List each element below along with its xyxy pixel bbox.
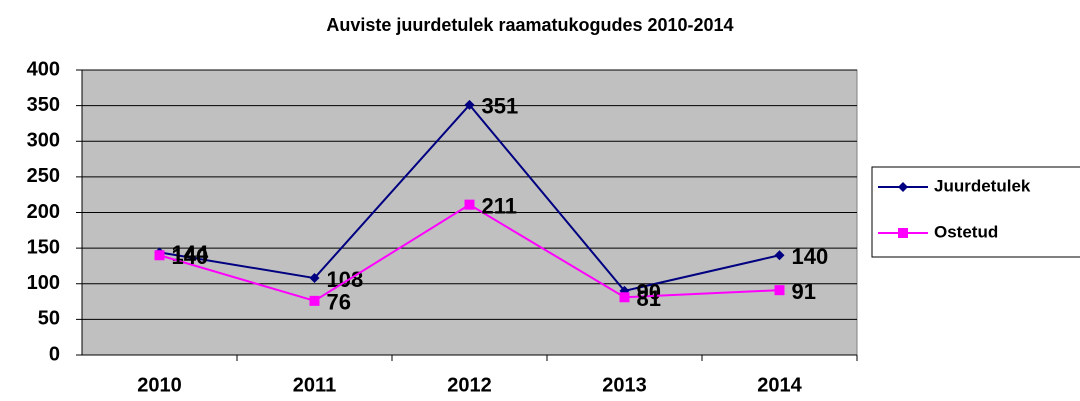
x-tick-label: 2011 (293, 374, 336, 396)
marker (154, 250, 165, 261)
y-tick-label: 350 (27, 94, 60, 116)
marker (774, 250, 785, 261)
legend-marker (898, 182, 908, 192)
y-tick-label: 200 (27, 201, 60, 223)
data-label: 144 (172, 241, 209, 266)
y-tick-label: 150 (27, 236, 60, 258)
marker (619, 292, 630, 303)
x-tick-label: 2014 (757, 374, 802, 396)
y-tick-label: 300 (27, 130, 60, 152)
marker (464, 99, 475, 110)
y-tick-label: 250 (27, 165, 60, 187)
legend-marker (898, 228, 908, 238)
data-label: 76 (327, 290, 351, 315)
x-tick-label: 2010 (137, 374, 182, 396)
data-label: 90 (637, 280, 661, 305)
marker (774, 285, 785, 296)
legend-label: Juurdetulek (934, 176, 1031, 195)
data-label: 81 (637, 286, 661, 311)
y-tick-label: 400 (27, 58, 60, 80)
data-label: 211 (482, 193, 518, 218)
y-tick-label: 100 (27, 272, 60, 294)
marker (464, 199, 475, 210)
data-label: 140 (792, 244, 829, 269)
marker (309, 295, 320, 306)
x-tick-label: 2013 (602, 374, 647, 396)
y-tick-label: 0 (49, 343, 60, 365)
legend-label: Ostetud (934, 222, 998, 241)
legend (871, 166, 1080, 258)
y-tick-label: 50 (38, 308, 60, 330)
data-label: 91 (792, 279, 816, 304)
x-tick-label: 2012 (447, 374, 492, 396)
data-label: 140 (172, 244, 209, 269)
marker (309, 273, 320, 284)
data-label: 108 (327, 267, 364, 292)
data-label: 351 (482, 94, 519, 119)
chart-title: Auviste juurdetulek raamatukogudes 2010-… (326, 15, 733, 35)
